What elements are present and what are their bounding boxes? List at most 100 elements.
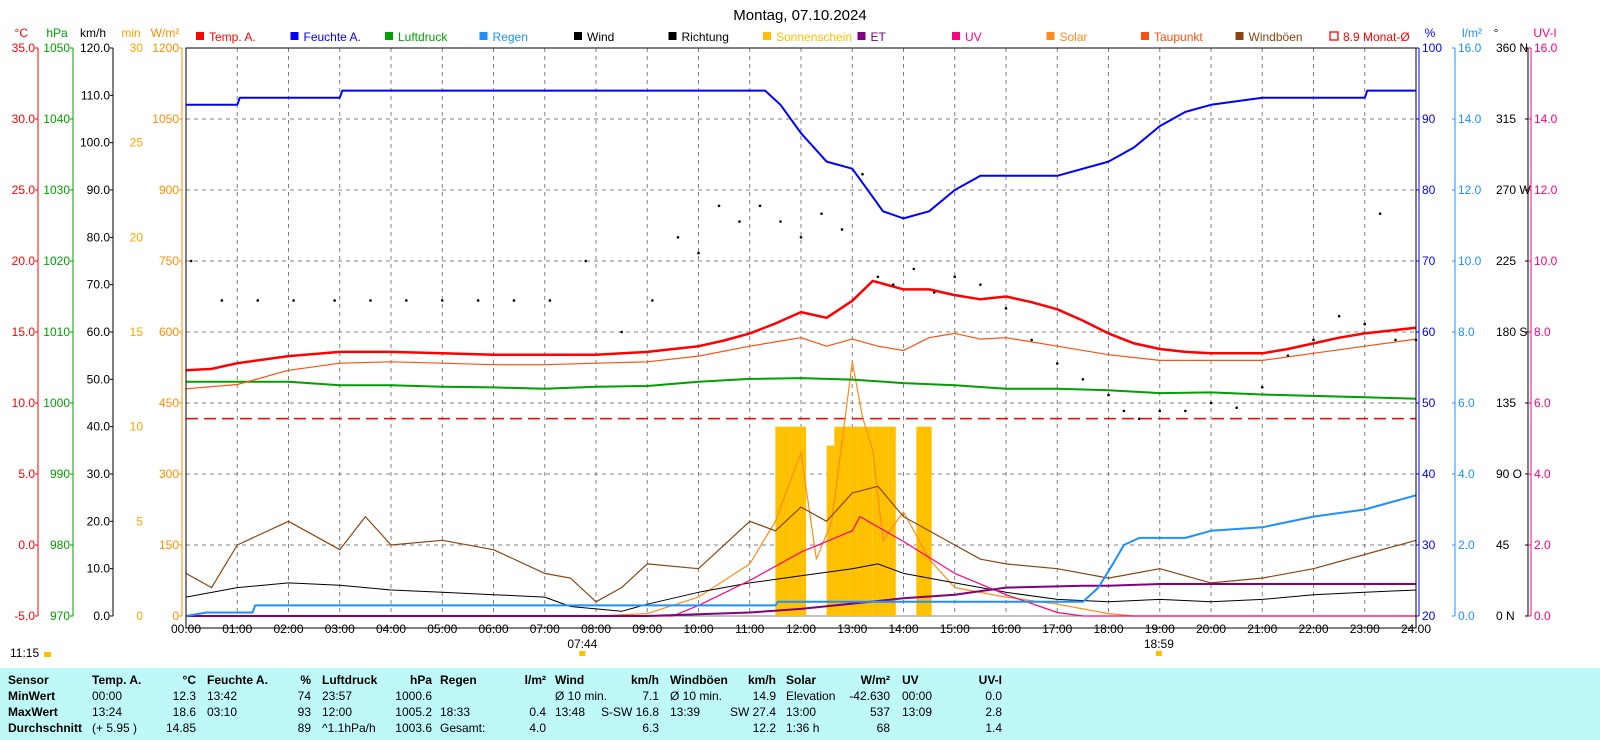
x-tick-label: 17:00: [1042, 622, 1072, 636]
sunshine-total: 11:15: [10, 646, 52, 660]
direction-point: [620, 330, 623, 334]
direction-point: [1184, 409, 1187, 413]
axis-tick-rain: 2.0: [1458, 538, 1475, 552]
stats-unit: W/m²: [860, 673, 890, 687]
axis-tick-temp: 35.0: [12, 41, 36, 55]
sunshine-bar: [849, 426, 858, 616]
axis-tick-humidity: 40: [1422, 467, 1436, 481]
direction-point: [1055, 362, 1059, 365]
direction-point: [979, 283, 982, 286]
series-luftdruck: [186, 377, 1417, 400]
direction-point: [1260, 385, 1264, 389]
legend-label-uv: UV: [965, 30, 982, 44]
plot-frame: [185, 47, 1417, 629]
axis-tick-rain: 10.0: [1458, 254, 1482, 268]
sunshine-bar: [790, 426, 799, 616]
sunset-label: 18:59: [1144, 637, 1174, 651]
stats-cell-value: 1000.6: [395, 689, 432, 703]
sunshine-bar: [826, 445, 835, 616]
stats-cell-value: 6.3: [642, 721, 659, 735]
direction-point: [405, 299, 408, 302]
stats-table: Sensor MinWert MaxWert Durchschnitt Temp…: [0, 668, 1600, 740]
chart-grid: [186, 48, 1416, 617]
direction-point: [333, 299, 336, 302]
legend-label-windb-en: Windböen: [1249, 30, 1303, 44]
x-tick-label: 05:00: [427, 622, 457, 636]
axis-tick-wind: 110.0: [81, 88, 110, 102]
x-tick-label: 24:00: [1401, 622, 1431, 636]
direction-point: [1363, 322, 1367, 326]
stats-cell-value: S-SW 16.8: [600, 705, 659, 719]
direction-point: [476, 299, 480, 302]
axis-tick-wind: 90.0: [87, 183, 111, 197]
axis-tick-direction: 180 S: [1496, 325, 1527, 339]
axis-tick-solar: 1200: [152, 41, 179, 55]
stats-unit: km/h: [630, 673, 659, 687]
axis-unit-rain: l/m²: [1462, 26, 1482, 40]
stats-cell-value: 0.4: [529, 705, 546, 719]
axis-tick-humidity: 90: [1422, 112, 1436, 126]
axis-tick-solar: 300: [159, 467, 179, 481]
axis-humidity: %100 90 80 70 60 50 40 30 20: [1416, 26, 1442, 623]
axis-unit-solar: W/m²: [151, 26, 180, 40]
legend-marker-feuchte-a: [290, 32, 299, 40]
stats-unit: %: [300, 673, 311, 687]
direction-point: [1030, 338, 1033, 342]
stats-cell-value: 18.6: [172, 705, 196, 719]
axis-tick-humidity: 70: [1422, 254, 1436, 268]
axis-tick-temp: 25.0: [12, 183, 36, 197]
stats-cell-value: 14.9: [752, 689, 776, 703]
axis-tick-direction: 225: [1496, 254, 1516, 268]
legend-marker-windb-en: [1235, 32, 1244, 40]
stats-cell-label: Elevation: [786, 689, 836, 703]
axis-tick-direction: 0 N: [1496, 609, 1515, 623]
axis-tick-rain: 8.0: [1458, 325, 1475, 339]
axis-tick-temp: 20.0: [12, 254, 36, 268]
stats-unit: UV-I: [978, 673, 1002, 687]
legend-label-richtung: Richtung: [682, 30, 729, 44]
direction-point: [1209, 401, 1213, 405]
legend-marker-solar: [1046, 32, 1055, 40]
direction-point: [1312, 338, 1315, 342]
axis-tick-sunshine: 30: [130, 41, 144, 55]
axis-tick-temp: 0.0: [18, 538, 35, 552]
series-regen: [185, 494, 1417, 617]
direction-point: [1137, 417, 1141, 421]
axis-tick-sunshine: 10: [130, 420, 144, 434]
chart-title: Montag, 07.10.2024: [733, 7, 866, 24]
stats-cell-label: Gesamt:: [440, 721, 486, 735]
axis-tick-uv: 16.0: [1534, 41, 1558, 55]
direction-point: [1107, 393, 1110, 397]
legend-label-taupunkt: Taupunkt: [1154, 30, 1203, 44]
legend-label-et: ET: [871, 30, 887, 44]
axis-tick-sunshine: 0: [136, 609, 143, 623]
direction-point: [861, 172, 864, 176]
axis-tick-direction: 270 W: [1496, 183, 1531, 197]
stats-cell-value: 12.3: [172, 689, 196, 703]
stats-cell-label: 13:42: [207, 689, 238, 703]
direction-point: [676, 236, 680, 239]
direction-point: [697, 251, 700, 255]
chart-legend: Temp. A. Feuchte A. Luftdruck Regen Wind Rich…: [196, 30, 1410, 44]
direction-point: [220, 299, 224, 302]
axis-unit-wind: km/h: [80, 26, 106, 40]
axis-tick-pressure: 1020: [43, 254, 70, 268]
stats-cell-label: 03:10: [207, 705, 238, 719]
sunrise-label: 07:44: [567, 637, 597, 651]
stats-cell-value: 89: [297, 721, 311, 735]
x-tick-label: 08:00: [581, 622, 611, 636]
direction-point: [256, 299, 260, 302]
axis-tick-wind: 60.0: [87, 325, 111, 339]
axis-tick-wind: 30.0: [87, 467, 111, 481]
stats-unit: l/m²: [524, 673, 546, 687]
axis-tick-pressure: 1040: [43, 112, 70, 126]
axis-tick-pressure: 1010: [43, 325, 70, 339]
stats-cell-value: 12.2: [752, 721, 776, 735]
x-tick-label: 15:00: [940, 622, 970, 636]
x-tick-label: 03:00: [325, 622, 355, 636]
legend-marker-richtung: [668, 32, 677, 40]
stats-cell-label: Ø 10 min.: [555, 689, 608, 703]
sunshine-bar: [924, 426, 932, 616]
